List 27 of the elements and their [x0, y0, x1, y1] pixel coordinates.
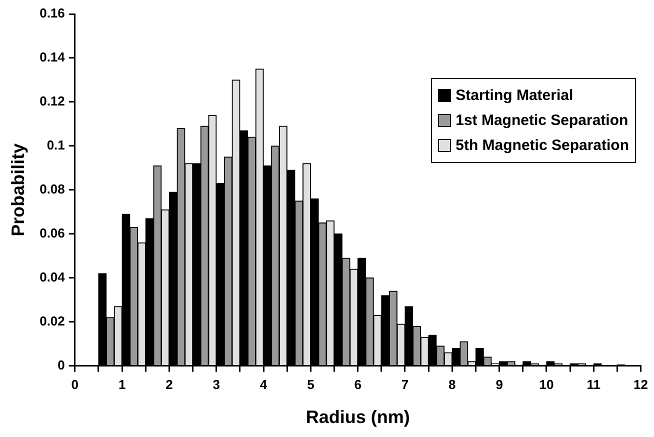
y-tick-label: 0.06	[40, 225, 65, 240]
legend-label: Starting Material	[456, 87, 574, 104]
x-tick-label: 5	[307, 377, 314, 392]
y-tick-label: 0.02	[40, 313, 65, 328]
x-tick-label: 9	[496, 377, 503, 392]
x-tick-label: 6	[354, 377, 362, 392]
legend-label: 5th Magnetic Separation	[456, 137, 629, 154]
x-tick-label: 11	[586, 377, 600, 392]
y-axis-title: Probability	[8, 143, 28, 236]
x-tick-label: 2	[166, 377, 173, 392]
x-tick-label: 12	[634, 377, 648, 392]
y-tick-label: 0.14	[40, 50, 66, 65]
x-tick-label: 4	[260, 377, 268, 392]
y-tick-label: 0.08	[40, 181, 65, 196]
x-tick-label: 0	[71, 377, 79, 392]
y-tick-label: 0	[58, 357, 65, 372]
legend-label: 1st Magnetic Separation	[456, 112, 628, 129]
y-tick-label: 0.16	[40, 6, 65, 21]
x-tick-label: 10	[539, 377, 554, 392]
x-tick-label: 7	[401, 377, 409, 392]
x-axis-title: Radius (nm)	[306, 407, 410, 428]
y-tick-label: 0.04	[40, 269, 66, 284]
x-tick-label: 3	[212, 377, 220, 392]
x-tick-label: 8	[448, 377, 456, 392]
x-tick-label: 1	[118, 377, 126, 392]
y-tick-label: 0.1	[46, 138, 65, 153]
y-tick-label: 0.12	[40, 94, 65, 109]
